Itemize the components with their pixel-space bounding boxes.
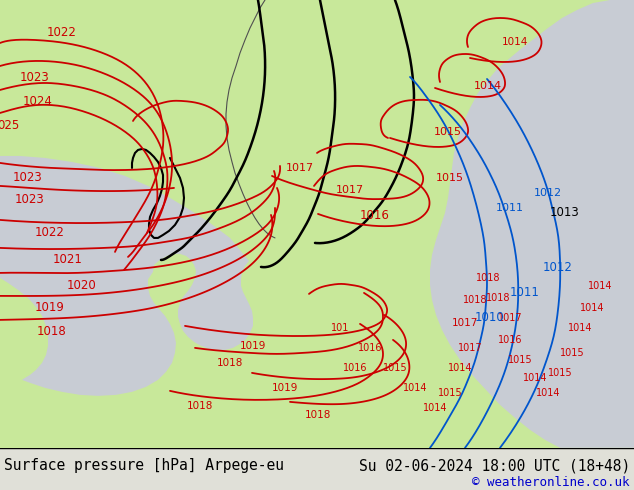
Text: 1018: 1018 [187, 401, 213, 411]
Text: 1015: 1015 [560, 348, 585, 358]
Text: 1018: 1018 [463, 295, 488, 305]
Polygon shape [105, 246, 154, 287]
Text: 1021: 1021 [53, 253, 83, 267]
Text: 1017: 1017 [498, 313, 522, 323]
Text: 1019: 1019 [272, 383, 298, 393]
Text: 1013: 1013 [550, 206, 580, 220]
Text: 1017: 1017 [286, 163, 314, 173]
Text: 1014: 1014 [423, 403, 447, 413]
Text: 1011: 1011 [496, 203, 524, 213]
Text: 1014: 1014 [588, 281, 612, 291]
Text: 1014: 1014 [403, 383, 427, 393]
Text: 1010: 1010 [475, 312, 505, 324]
Text: 1018: 1018 [476, 273, 500, 283]
Text: 1023: 1023 [13, 172, 43, 184]
Text: 101: 101 [331, 323, 349, 333]
Text: 1020: 1020 [67, 279, 97, 293]
Text: Su 02-06-2024 18:00 UTC (18+48): Su 02-06-2024 18:00 UTC (18+48) [359, 459, 630, 473]
Text: 1012: 1012 [534, 188, 562, 198]
Polygon shape [0, 0, 634, 448]
Text: 1014: 1014 [579, 303, 604, 313]
Text: 1015: 1015 [548, 368, 573, 378]
Text: 1014: 1014 [536, 388, 560, 398]
Text: 1014: 1014 [502, 37, 528, 47]
Polygon shape [430, 0, 634, 448]
Text: 1012: 1012 [543, 262, 573, 274]
Text: 1024: 1024 [23, 96, 53, 108]
Text: 1014: 1014 [568, 323, 592, 333]
Text: 1014: 1014 [523, 373, 547, 383]
Text: 1023: 1023 [20, 72, 50, 84]
Text: © weatheronline.co.uk: © weatheronline.co.uk [472, 476, 630, 490]
Text: 1018: 1018 [37, 325, 67, 339]
Text: 1022: 1022 [47, 26, 77, 40]
Text: 1014: 1014 [448, 363, 472, 373]
Text: 1016: 1016 [360, 209, 390, 222]
Text: 1016: 1016 [498, 335, 522, 345]
Text: 025: 025 [0, 120, 19, 132]
Text: 1018: 1018 [217, 358, 243, 368]
Text: 1014: 1014 [474, 81, 502, 91]
Text: 1017: 1017 [336, 185, 364, 195]
Text: 1015: 1015 [383, 363, 407, 373]
Text: 1016: 1016 [358, 343, 382, 353]
Text: 1018: 1018 [305, 410, 331, 420]
Text: 1019: 1019 [35, 301, 65, 315]
Text: Surface pressure [hPa] Arpege-eu: Surface pressure [hPa] Arpege-eu [4, 459, 284, 473]
Text: 1015: 1015 [437, 388, 462, 398]
Text: 1015: 1015 [434, 127, 462, 137]
Text: 1018: 1018 [486, 293, 510, 303]
Text: 1022: 1022 [35, 226, 65, 240]
Text: 1019: 1019 [240, 341, 266, 351]
Polygon shape [0, 0, 253, 396]
Text: 1016: 1016 [343, 363, 367, 373]
Text: 1015: 1015 [508, 355, 533, 365]
Text: 1017: 1017 [458, 343, 482, 353]
Text: 1023: 1023 [15, 194, 45, 206]
Text: 1017: 1017 [452, 318, 478, 328]
Text: 1011: 1011 [510, 287, 540, 299]
Text: 1015: 1015 [436, 173, 464, 183]
